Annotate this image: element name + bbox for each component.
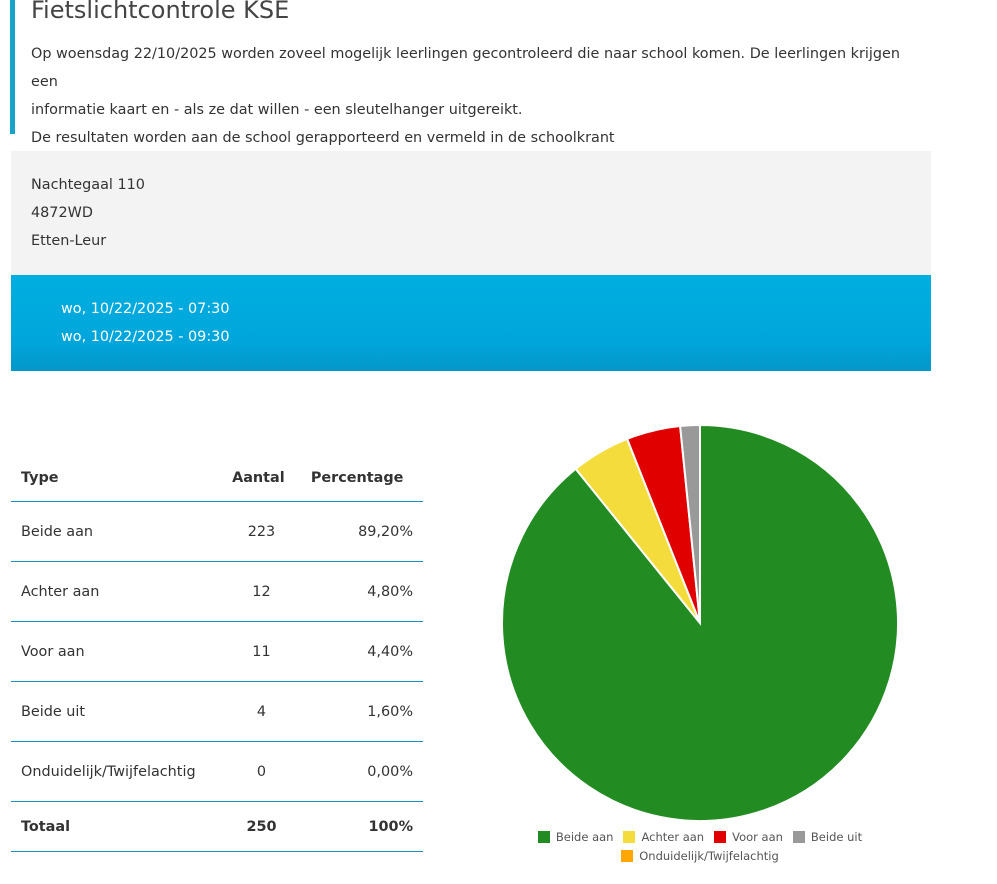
row-percentage: 89,20% (300, 501, 423, 562)
row-type: Achter aan (11, 561, 223, 622)
legend-item[interactable]: Voor aan (714, 830, 783, 844)
results-table: Type Aantal Percentage Beide aan 223 89,… (11, 455, 423, 852)
row-count: 11 (222, 621, 301, 682)
header-count: Aantal (222, 455, 301, 502)
intro-line-3: De resultaten worden aan de school gerap… (31, 130, 615, 146)
start-time: wo, 10/22/2025 - 07:30 (61, 301, 230, 317)
row-type: Beide uit (11, 681, 223, 742)
row-percentage: 1,60% (300, 681, 423, 742)
legend-item[interactable]: Achter aan (623, 830, 704, 844)
chart-legend: Beide aan Achter aan Voor aan Beide uit Ondu… (480, 830, 920, 868)
legend-swatch (537, 831, 550, 843)
date-time-block: wo, 10/22/2025 - 07:30 wo, 10/22/2025 - … (11, 275, 931, 371)
legend-row: Beide aan Achter aan Voor aan Beide uit (480, 830, 920, 844)
legend-item[interactable]: Beide aan (537, 830, 614, 844)
row-count: 12 (222, 561, 301, 622)
table-row: Voor aan 11 4,40% (11, 621, 423, 682)
row-count: 223 (222, 501, 301, 562)
end-time: wo, 10/22/2025 - 09:30 (61, 329, 230, 345)
header-percentage: Percentage (300, 455, 423, 502)
legend-swatch (621, 850, 634, 862)
table-header-row: Type Aantal Percentage (11, 455, 423, 502)
legend-label: Achter aan (641, 830, 705, 844)
pie-chart (501, 423, 899, 822)
legend-swatch (714, 831, 727, 843)
pie-slice-beide-uit (679, 423, 701, 624)
table-row: Achter aan 12 4,80% (11, 561, 423, 622)
address-city: Etten-Leur (31, 233, 107, 249)
legend-label: Beide uit (810, 830, 863, 844)
row-type: Voor aan (11, 621, 223, 682)
row-type: Onduidelijk/Twijfelachtig (11, 741, 223, 802)
legend-label: Onduidelijk/Twijfelachtig (639, 849, 779, 863)
intro-line-1: Op woensdag 22/10/2025 worden zoveel mog… (31, 46, 900, 90)
page-title: Fietslichtcontrole KSE (31, 0, 290, 24)
row-type: Beide aan (11, 501, 223, 562)
total-percentage: 100% (300, 801, 423, 852)
legend-label: Beide aan (555, 830, 614, 844)
table-total-row: Totaal 250 100% (11, 801, 423, 852)
row-percentage: 4,80% (300, 561, 423, 622)
legend-item[interactable]: Onduidelijk/Twijfelachtig (621, 849, 779, 863)
address-postcode: 4872WD (31, 205, 93, 221)
intro-line-2: informatie kaart en - als ze dat willen … (31, 102, 523, 118)
header-type: Type (11, 455, 223, 502)
legend-row: Onduidelijk/Twijfelachtig (480, 849, 920, 863)
legend-swatch (792, 831, 805, 843)
row-percentage: 0,00% (300, 741, 423, 802)
table-row: Onduidelijk/Twijfelachtig 0 0,00% (11, 741, 423, 802)
table-row: Beide aan 223 89,20% (11, 501, 423, 562)
legend-label: Voor aan (732, 830, 783, 844)
intro-section: Fietslichtcontrole KSE Op woensdag 22/10… (10, 0, 940, 146)
total-type: Totaal (11, 801, 223, 852)
address-block: Nachtegaal 110 4872WD Etten-Leur (11, 151, 931, 275)
legend-swatch (623, 831, 636, 843)
total-count: 250 (222, 801, 301, 852)
legend-item[interactable]: Beide uit (792, 830, 863, 844)
row-percentage: 4,40% (300, 621, 423, 682)
address-street: Nachtegaal 110 (31, 177, 145, 193)
row-count: 0 (222, 741, 301, 802)
table-row: Beide uit 4 1,60% (11, 681, 423, 742)
intro-paragraph: Op woensdag 22/10/2025 worden zoveel mog… (31, 40, 931, 152)
row-count: 4 (222, 681, 301, 742)
